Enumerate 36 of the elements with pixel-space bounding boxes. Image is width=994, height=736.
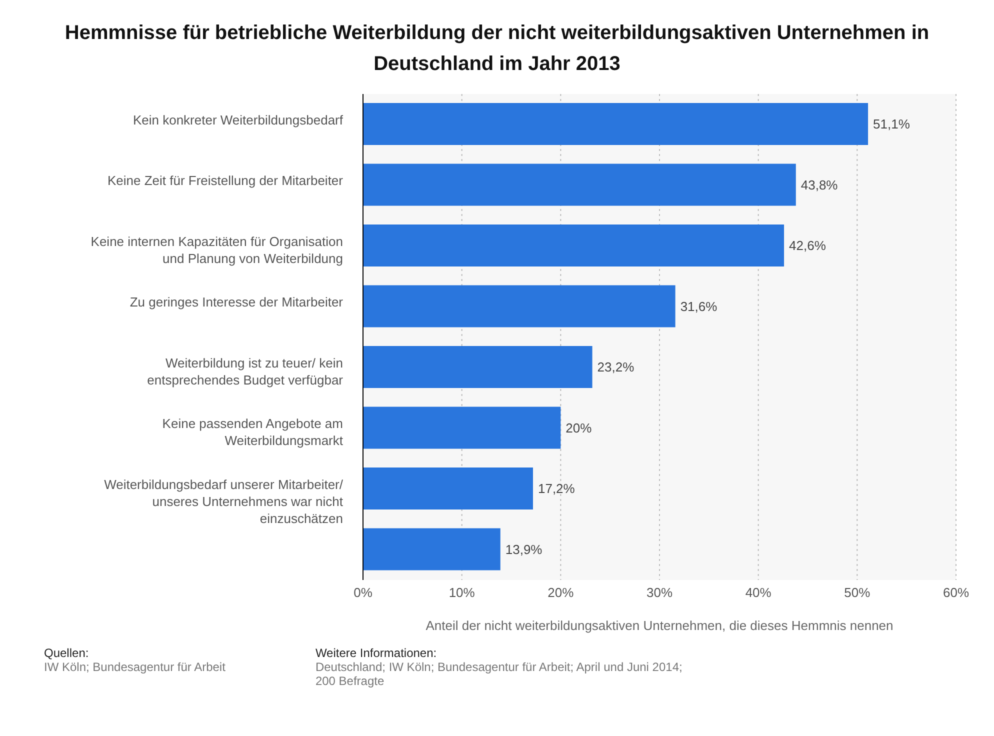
data-label: 13,9%	[505, 542, 543, 557]
x-tick-label: 30%	[646, 585, 673, 600]
y-tick-label: Keine internen Kapazitäten für Organisation und Planung von Weiterbildung	[90, 234, 343, 266]
y-tick-label: Zu geringes Interesse der Mitarbeiter	[130, 294, 344, 310]
text: Weitere Informationen:	[315, 646, 438, 660]
data-label: 31,6%	[680, 298, 718, 314]
chart-title: Hemmnisse für betriebliche Weiterbildung der nicht weiterbildungsaktiven Unternehmen in Deutschland im Jahr 2013	[64, 21, 930, 77]
data-label: 17,2%	[538, 481, 576, 496]
data-label: 43,8%	[800, 177, 838, 192]
bar	[363, 528, 500, 570]
data-label: 42,6%	[789, 238, 826, 254]
bar	[363, 224, 784, 266]
y-tick-label: Weiterbildungsbedarf unserer Mitarbeiter/ unseres Unternehmens war nicht einzuschätzen	[104, 476, 344, 526]
source-note: Quellen:	[44, 646, 90, 660]
data-label: 51,1%	[873, 116, 910, 132]
x-tick-label: 60%	[942, 585, 970, 600]
bar	[363, 164, 796, 206]
y-tick-label: Kein konkreter Weiterbildungsbedarf	[132, 112, 344, 128]
y-tick-label: Keine passenden Angebote am Weiterbildungsmarkt	[162, 416, 344, 448]
bar	[363, 346, 592, 388]
text: IW Köln; Bundesagentur für Arbeit	[44, 660, 226, 674]
data-label: 20%	[566, 420, 592, 436]
bar	[363, 468, 533, 510]
x-tick-label: 0%	[354, 585, 373, 600]
x-tick-label: 40%	[745, 585, 772, 600]
bar	[363, 285, 676, 328]
text: Deutschland; IW Köln; Bundesagentur für Arbeit; April und Juni 2014; 200 Befragte	[315, 660, 684, 688]
data-label: 23,2%	[597, 360, 635, 375]
bar	[363, 103, 868, 145]
y-tick-label: Weiterbildung ist zu teuer/ kein entsprechendes Budget verfügbar	[147, 355, 344, 388]
y-tick-label: Keine Zeit für Freistellung der Mitarbeiter	[107, 173, 344, 188]
bar	[363, 406, 561, 449]
x-tick-label: 10%	[448, 585, 476, 600]
x-axis-title: Anteil der nicht weiterbildungsaktiven Unternehmen, die dieses Hemmnis nennen	[426, 618, 894, 633]
x-tick-label: 20%	[548, 585, 574, 600]
x-tick-label: 50%	[844, 585, 871, 600]
